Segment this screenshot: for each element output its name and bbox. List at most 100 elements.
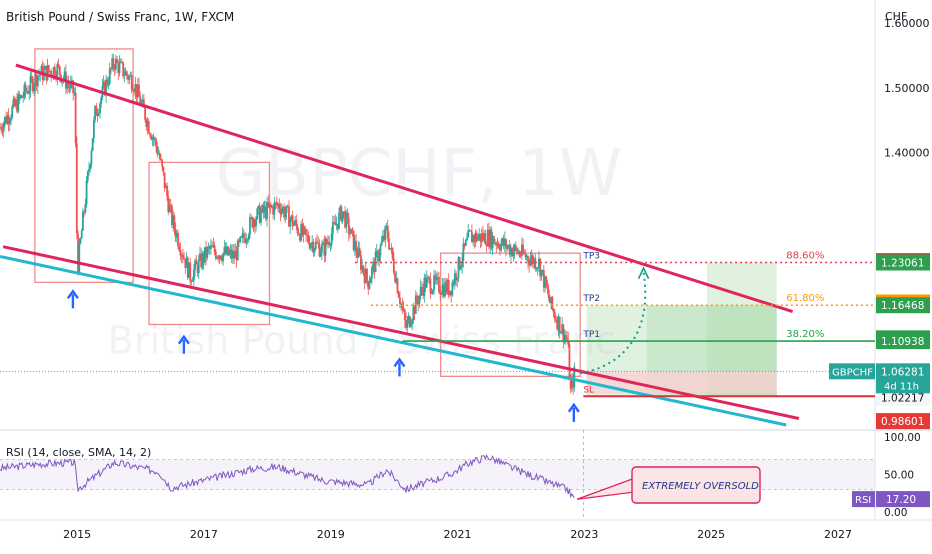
- candle-body-24: [28, 91, 31, 94]
- candle-body-286: [347, 217, 350, 234]
- candle-body-113: [136, 84, 139, 98]
- candle-body-264: [321, 244, 323, 253]
- candle-body-471: [573, 366, 576, 388]
- candle-body-251: [305, 229, 307, 235]
- price-tick-1: 1.50000: [884, 82, 930, 95]
- candle-body-132: [160, 158, 162, 160]
- candle-body-192: [233, 251, 236, 259]
- candle-body-193: [234, 250, 237, 259]
- candle-body-222: [269, 204, 272, 208]
- candle-body-399: [485, 244, 488, 247]
- candle-body-290: [352, 230, 355, 251]
- candle-body-157: [190, 281, 193, 283]
- candle-body-92: [111, 58, 114, 69]
- candle-body-124: [150, 135, 153, 140]
- candle-body-340: [413, 306, 416, 314]
- candle-body-143: [173, 215, 176, 229]
- candle-body-138: [167, 196, 170, 212]
- candle-body-94: [113, 67, 116, 70]
- candle-body-42: [50, 70, 53, 76]
- candle-body-29: [34, 73, 37, 86]
- candle-body-325: [395, 278, 398, 283]
- candle-body-417: [507, 245, 510, 247]
- candle-body-110: [133, 90, 136, 93]
- candle-body-79: [95, 105, 98, 116]
- candle-body-85: [102, 81, 105, 87]
- candle-body-175: [212, 245, 215, 248]
- candle-body-96: [116, 58, 118, 63]
- candle-body-221: [268, 204, 271, 207]
- candle-body-393: [478, 233, 481, 238]
- candle-body-114: [138, 84, 140, 97]
- last-price-symbol-bg: [829, 363, 875, 380]
- candle-body-196: [238, 240, 240, 242]
- candle-body-215: [261, 204, 264, 213]
- candle-body-39: [46, 65, 49, 81]
- time-tick-2019: 2019: [317, 528, 345, 541]
- candle-body-464: [564, 335, 567, 338]
- candle-body-395: [480, 233, 483, 242]
- candle-body-255: [310, 244, 312, 249]
- candle-body-425: [517, 251, 520, 254]
- candle-body-169: [205, 247, 207, 258]
- candle-body-238: [289, 219, 292, 227]
- candle-body-245: [297, 233, 300, 235]
- candle-body-8: [8, 120, 11, 124]
- candle-body-275: [334, 222, 337, 226]
- candle-body-37: [44, 66, 47, 70]
- candle-body-321: [390, 247, 393, 249]
- candle-body-119: [144, 107, 147, 120]
- candle-body-28: [33, 85, 36, 92]
- candle-body-456: [555, 319, 557, 321]
- candle-body-41: [49, 70, 51, 72]
- candle-body-44: [52, 67, 55, 78]
- candle-body-414: [503, 239, 506, 247]
- candle-body-176: [213, 245, 216, 252]
- candle-body-418: [508, 245, 511, 255]
- candle-body-309: [375, 250, 378, 252]
- price-badge-bg-5: [876, 333, 930, 350]
- rsi-tick-1: 50.00: [884, 470, 914, 482]
- candle-body-4: [3, 117, 6, 124]
- candle-body-67: [80, 230, 83, 239]
- candle-body-57: [68, 85, 71, 89]
- candle-body-128: [155, 139, 157, 147]
- candle-body-413: [502, 238, 505, 247]
- candle-body-446: [542, 269, 545, 288]
- candle-body-385: [468, 230, 471, 232]
- candle-body-185: [224, 247, 227, 255]
- candle-body-363: [441, 284, 444, 295]
- candle-body-366: [445, 282, 448, 293]
- candle-body-297: [361, 265, 364, 271]
- candle-body-55: [66, 82, 68, 89]
- candle-body-107: [129, 75, 132, 77]
- candle-body-288: [350, 228, 353, 234]
- candle-body-304: [369, 278, 372, 283]
- candle-body-452: [550, 296, 553, 304]
- candle-body-235: [285, 205, 288, 214]
- candle-body-49: [58, 66, 61, 76]
- candle-body-33: [39, 74, 42, 76]
- bounce-arrowhead-2: [177, 334, 190, 345]
- candle-body-125: [151, 137, 154, 140]
- candle-body-201: [244, 238, 246, 243]
- candle-body-358: [435, 277, 438, 281]
- time-tick-2027: 2027: [824, 528, 852, 541]
- candle-body-197: [239, 236, 242, 242]
- candle-body-246: [299, 234, 301, 241]
- candle-body-312: [379, 245, 382, 256]
- candle-body-276: [335, 223, 338, 226]
- candle-body-249: [302, 226, 305, 235]
- candle-body-429: [522, 244, 524, 254]
- candle-body-63: [75, 143, 78, 234]
- candle-body-337: [410, 324, 412, 327]
- candle-body-207: [251, 217, 254, 228]
- level-label-tp3: TP3: [582, 251, 600, 261]
- projection-arrowhead: [637, 266, 650, 279]
- candle-body-310: [377, 250, 379, 262]
- candle-body-23: [27, 91, 29, 94]
- candle-body-194: [235, 250, 238, 261]
- candle-body-367: [446, 280, 449, 293]
- candle-body-338: [411, 320, 414, 325]
- candle-body-434: [528, 261, 531, 266]
